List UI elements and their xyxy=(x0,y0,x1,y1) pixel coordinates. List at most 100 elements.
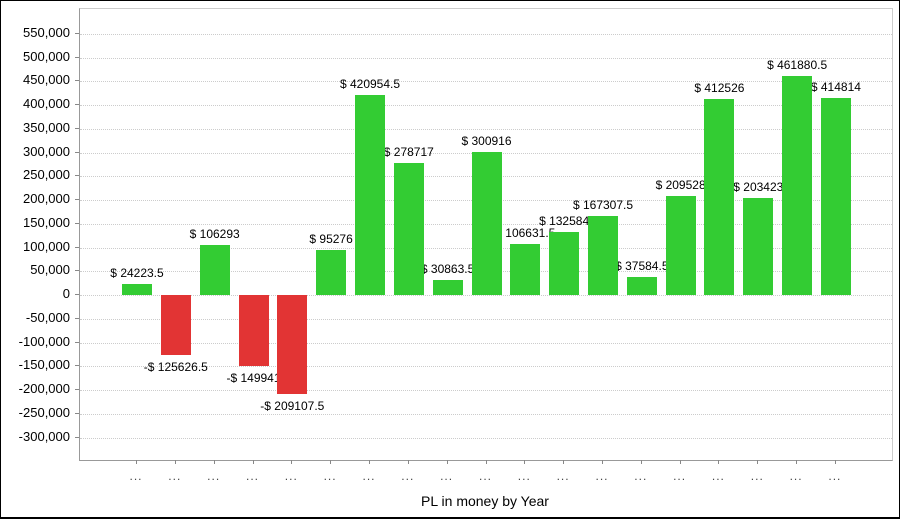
x-tick-label: ... xyxy=(711,469,725,483)
bar-value-label: $ 167307.5 xyxy=(572,197,634,212)
bar-value-label: $ 300916 xyxy=(461,134,512,149)
x-axis-tick xyxy=(485,460,487,464)
x-tick-label: ... xyxy=(673,469,687,483)
bar-value-label: $ 106631.5 xyxy=(495,226,556,241)
x-axis-tick xyxy=(563,460,565,464)
bar-value-label: $ 24223.5 xyxy=(110,265,164,280)
y-tick-label: 550,000 xyxy=(23,24,70,40)
gridline xyxy=(80,81,892,83)
y-tick-label: 250,000 xyxy=(23,167,70,183)
y-tick-label: -300,000 xyxy=(18,428,70,444)
x-axis-tick xyxy=(602,460,603,464)
y-axis-tick xyxy=(75,317,79,319)
y-axis-tick xyxy=(75,32,79,34)
plot-area: $ 24223.5 -$ 125626.5 $ 106293 -$ 149941 -$ … xyxy=(79,8,893,461)
x-axis-tick xyxy=(213,460,215,464)
bar-value-label: -$ 125626.5 xyxy=(143,359,208,374)
bar-positive xyxy=(743,198,774,295)
x-axis-tick xyxy=(136,460,137,464)
x-axis-tick xyxy=(718,460,720,464)
bar-value-label: $ 414814 xyxy=(810,80,861,94)
y-axis-tick xyxy=(75,270,79,272)
bar-positive xyxy=(549,232,580,295)
bar-positive xyxy=(316,249,347,295)
y-tick-label: 300,000 xyxy=(23,143,70,159)
gridline xyxy=(80,413,892,415)
bar-positive xyxy=(432,280,463,295)
x-axis-tick xyxy=(252,460,254,464)
bar-negative xyxy=(238,295,269,367)
y-axis-tick xyxy=(75,104,79,105)
bar-value-label: $ 461880.5 xyxy=(767,57,828,72)
x-tick-label: ... xyxy=(517,469,531,483)
gridline xyxy=(80,33,892,35)
x-axis-tick xyxy=(407,460,409,464)
bar-positive xyxy=(471,152,502,295)
y-axis-tick xyxy=(75,222,79,224)
bar-positive xyxy=(122,283,152,295)
bar-value-label: $ 420954.5 xyxy=(339,77,401,91)
bar-positive xyxy=(355,95,385,295)
y-axis-tick xyxy=(75,365,79,367)
x-axis-tick xyxy=(330,460,332,464)
bar-positive xyxy=(626,277,657,295)
y-axis-tick xyxy=(75,199,79,200)
y-tick-label: 500,000 xyxy=(23,48,70,64)
x-axis-title: PL in money by Year xyxy=(421,493,549,509)
x-tick-label: ... xyxy=(168,469,182,483)
x-axis-tick xyxy=(757,460,759,464)
bar-value-label: $ 30863.5 xyxy=(420,262,475,277)
y-axis-tick xyxy=(75,246,79,248)
x-tick-label: ... xyxy=(129,469,143,483)
y-axis-tick xyxy=(75,412,79,414)
bar-positive xyxy=(665,195,696,295)
x-axis-tick xyxy=(369,460,370,464)
bar-value-label: $ 132584 xyxy=(539,214,590,228)
bar-positive xyxy=(704,99,735,295)
bar-positive xyxy=(588,215,618,295)
gridline xyxy=(80,437,892,439)
bar-positive xyxy=(393,162,424,295)
gridline xyxy=(80,128,892,130)
y-axis-tick xyxy=(75,80,79,82)
x-tick-label: ... xyxy=(245,469,260,483)
bar-negative xyxy=(277,295,308,395)
bar-value-label: $ 209528 xyxy=(655,177,706,192)
x-axis-tick xyxy=(679,460,681,464)
bar-negative xyxy=(160,295,191,355)
bar-positive xyxy=(510,244,541,295)
x-tick-label: ... xyxy=(284,469,298,483)
y-tick-label: 400,000 xyxy=(23,96,70,111)
bar-value-label: -$ 209107.5 xyxy=(260,399,325,414)
bar-value-label: $ 412526 xyxy=(694,81,745,96)
bar-value-label: $ 203423 xyxy=(733,180,784,195)
x-axis-tick xyxy=(291,460,293,464)
bar-value-label: $ 278717 xyxy=(383,144,434,159)
y-tick-label: -100,000 xyxy=(18,333,70,349)
x-tick-label: ... xyxy=(362,469,376,483)
y-tick-label: 50,000 xyxy=(30,262,70,278)
x-tick-label: ... xyxy=(478,469,493,483)
y-axis-tick xyxy=(75,389,79,390)
y-tick-label: 450,000 xyxy=(23,72,70,88)
y-axis-tick xyxy=(75,175,79,177)
bar-positive xyxy=(199,244,230,295)
x-axis-tick xyxy=(640,460,642,464)
y-tick-label: 350,000 xyxy=(23,119,70,135)
x-tick-label: ... xyxy=(595,469,609,483)
gridline xyxy=(80,295,892,296)
gridline xyxy=(80,57,892,59)
y-axis-tick xyxy=(75,341,79,343)
bar-positive xyxy=(820,98,851,295)
x-tick-label: ... xyxy=(634,469,648,483)
x-axis-tick xyxy=(834,460,836,464)
gridline xyxy=(80,318,892,320)
bar-value-label: $ 95276 xyxy=(309,231,353,246)
gridline xyxy=(80,342,892,344)
x-tick-label: ... xyxy=(789,469,803,483)
y-tick-label: 200,000 xyxy=(23,191,70,206)
y-axis-tick xyxy=(75,151,79,153)
gridline xyxy=(80,366,892,368)
y-axis-tick xyxy=(75,127,79,129)
